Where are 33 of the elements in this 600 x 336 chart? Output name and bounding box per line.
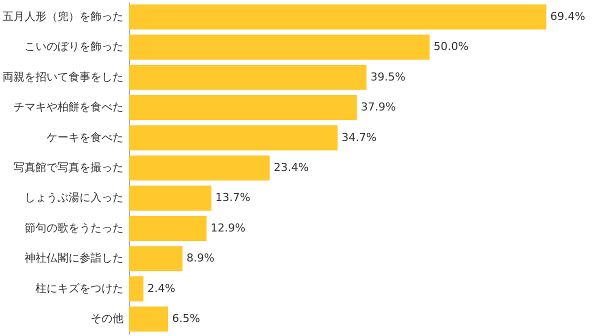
bar (129, 216, 207, 241)
y-tick-label: ケーキを食べた (46, 130, 124, 144)
bar (129, 155, 270, 181)
y-tick-label: 写真館で写真を撮った (14, 161, 124, 174)
data-label: 6.5% (172, 312, 200, 326)
bar (129, 34, 430, 60)
bar (129, 246, 183, 272)
y-tick-label: こいのぼりを飾った (24, 40, 124, 54)
data-label: 8.9% (186, 252, 214, 265)
y-tick-label: 柱にキズをつけた (36, 282, 124, 295)
bar (129, 125, 338, 150)
y-tick-label: 五月人形（兜）を飾った (2, 10, 124, 23)
data-label: 13.7% (215, 191, 250, 204)
bar (129, 306, 168, 332)
data-label: 37.9% (360, 100, 396, 114)
y-tick-label: 節句の歌をうたった (24, 221, 124, 234)
data-label: 50.0% (434, 40, 469, 54)
y-tick-label: 神社仏閣に参詣した (24, 252, 124, 265)
y-tick-label: しょうぶ湯に入った (24, 191, 124, 204)
data-label: 12.9% (210, 221, 246, 234)
bar (129, 186, 212, 211)
data-label: 69.4% (550, 10, 586, 23)
data-label: 2.4% (147, 282, 176, 295)
bar (129, 64, 367, 90)
data-label: 23.4% (274, 161, 309, 174)
bar (129, 95, 357, 120)
y-tick-label: チマキや柏餅を食べた (14, 100, 124, 114)
y-tick-label: その他 (90, 312, 124, 326)
data-label: 34.7% (342, 130, 377, 144)
bar (129, 4, 546, 30)
bar (129, 276, 144, 302)
data-label: 39.5% (370, 70, 406, 84)
y-tick-label: 両親を招いて食事をした (2, 70, 124, 84)
